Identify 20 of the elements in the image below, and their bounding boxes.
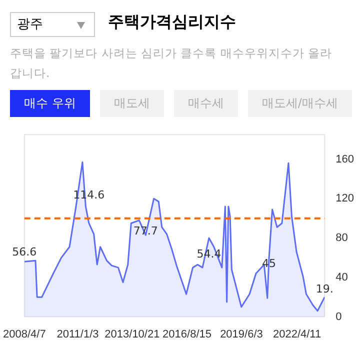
text: 매도세 (100, 90, 164, 117)
x-tick-label: 2019/6/3 (220, 328, 263, 340)
text: 매수세 (174, 90, 238, 117)
annotation: 19. (316, 282, 334, 296)
y-tick-label: 80 (336, 232, 348, 244)
chart-title: 주택가격심리지수 (108, 12, 236, 33)
text: 매도세/매수세 (248, 90, 352, 117)
x-tick-label: 2011/1/3 (56, 328, 99, 340)
annotation: 56.6 (12, 245, 37, 258)
x-tick-label: 2016/8/15 (162, 328, 212, 340)
text: 광주 (10, 12, 95, 37)
x-tick-label: 2013/10/21 (104, 328, 160, 340)
text: 매수 우위 (10, 90, 90, 117)
x-tick-label: 2008/4/7 (2, 328, 46, 340)
chart-subtitle: 주택을 팔기보다 사려는 심리가 클수록 매수우위지수가 올라갑니다. (10, 45, 333, 82)
x-tick-label: 2022/4/11 (272, 328, 322, 340)
y-tick-label: 0 (336, 310, 342, 323)
y-tick-label: 160 (336, 153, 354, 166)
y-tick-label: 120 (336, 192, 354, 205)
y-tick-label: 40 (336, 271, 348, 284)
